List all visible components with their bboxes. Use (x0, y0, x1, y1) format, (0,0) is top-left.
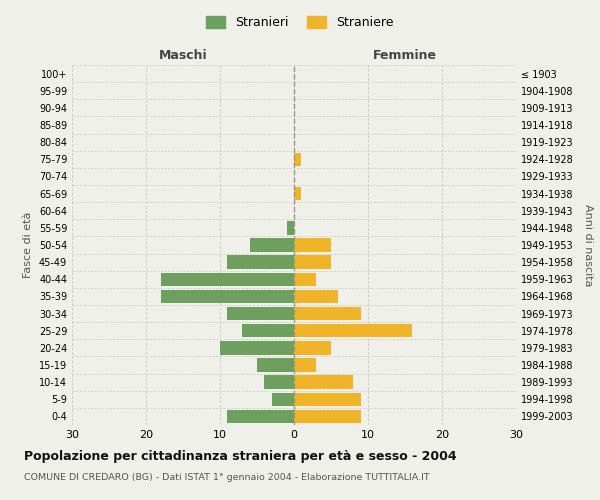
Bar (265, 376, 294, 389)
Y-axis label: Fasce di età: Fasce di età (23, 212, 33, 278)
Bar (294, 358, 316, 372)
Text: COMUNE DI CREDARO (BG) - Dati ISTAT 1° gennaio 2004 - Elaborazione TUTTITALIA.IT: COMUNE DI CREDARO (BG) - Dati ISTAT 1° g… (24, 472, 430, 482)
Bar (257, 358, 294, 372)
Bar (161, 290, 294, 303)
Bar (294, 272, 316, 286)
Bar (287, 221, 294, 234)
Bar (294, 187, 301, 200)
Bar (227, 410, 294, 423)
Text: Femmine: Femmine (373, 48, 437, 62)
Bar (227, 256, 294, 269)
Bar (250, 238, 294, 252)
Bar (294, 392, 361, 406)
Bar (294, 324, 412, 338)
Bar (294, 256, 331, 269)
Bar (294, 410, 361, 423)
Legend: Stranieri, Straniere: Stranieri, Straniere (202, 11, 398, 34)
Bar (161, 272, 294, 286)
Bar (272, 392, 294, 406)
Bar (294, 307, 361, 320)
Bar (242, 324, 294, 338)
Y-axis label: Anni di nascita: Anni di nascita (583, 204, 593, 286)
Bar (294, 152, 301, 166)
Bar (294, 238, 331, 252)
Bar (294, 376, 353, 389)
Bar (294, 341, 331, 354)
Bar (220, 341, 294, 354)
Bar (294, 290, 338, 303)
Text: Popolazione per cittadinanza straniera per età e sesso - 2004: Popolazione per cittadinanza straniera p… (24, 450, 457, 463)
Bar (227, 307, 294, 320)
Text: Maschi: Maschi (158, 48, 208, 62)
